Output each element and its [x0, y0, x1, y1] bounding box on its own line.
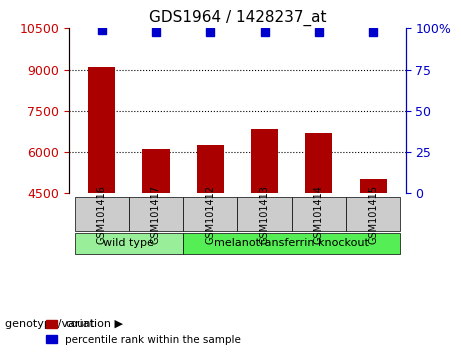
FancyBboxPatch shape — [183, 198, 237, 232]
Bar — [360, 179, 387, 193]
Bar — [305, 133, 332, 193]
Text: GSM101413: GSM101413 — [260, 185, 270, 244]
Text: genotype/variation ▶: genotype/variation ▶ — [5, 319, 123, 329]
Text: melanotransferrin knockout: melanotransferrin knockout — [214, 239, 369, 249]
Title: GDS1964 / 1428237_at: GDS1964 / 1428237_at — [148, 9, 326, 25]
Text: GSM101415: GSM101415 — [368, 185, 378, 244]
FancyBboxPatch shape — [183, 233, 400, 254]
FancyBboxPatch shape — [346, 198, 400, 232]
Bar — [251, 129, 278, 193]
Text: GSM101416: GSM101416 — [97, 185, 106, 244]
Text: GSM101412: GSM101412 — [205, 185, 215, 244]
FancyBboxPatch shape — [129, 198, 183, 232]
Text: GSM101417: GSM101417 — [151, 185, 161, 244]
FancyBboxPatch shape — [237, 198, 292, 232]
Text: GSM101414: GSM101414 — [314, 185, 324, 244]
Legend: count, percentile rank within the sample: count, percentile rank within the sample — [42, 315, 245, 349]
Bar — [142, 149, 170, 193]
FancyBboxPatch shape — [292, 198, 346, 232]
Bar — [88, 67, 115, 193]
FancyBboxPatch shape — [75, 198, 129, 232]
Text: wild type: wild type — [103, 239, 154, 249]
Bar — [197, 145, 224, 193]
FancyBboxPatch shape — [75, 233, 183, 254]
